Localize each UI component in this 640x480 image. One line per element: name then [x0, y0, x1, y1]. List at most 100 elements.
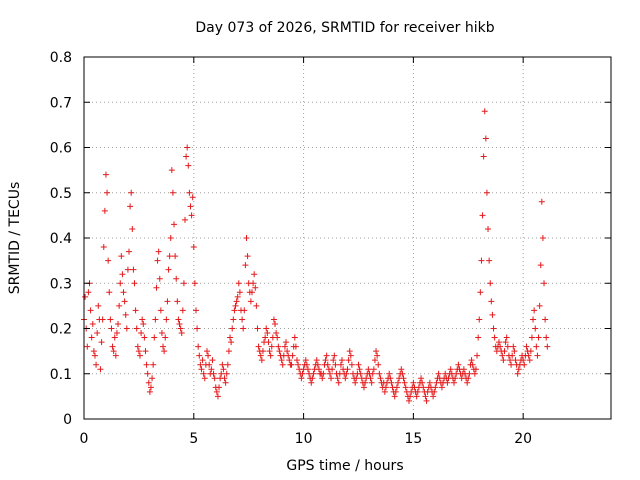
data-point [503, 334, 510, 341]
data-point [205, 352, 212, 359]
data-point [262, 334, 269, 341]
data-point [177, 325, 184, 332]
data-point [490, 325, 497, 332]
data-point [431, 388, 438, 395]
data-point [536, 302, 543, 309]
data-point [133, 325, 140, 332]
data-point [331, 352, 338, 359]
data-point [381, 388, 388, 395]
data-point [109, 343, 116, 350]
data-point [270, 316, 277, 323]
data-point [533, 343, 540, 350]
data-point [407, 393, 414, 400]
data-point [150, 361, 157, 368]
data-point [85, 289, 92, 296]
data-point [360, 384, 367, 391]
data-point [228, 339, 235, 346]
data-point [401, 379, 408, 386]
data-point [538, 198, 545, 205]
data-point [160, 343, 167, 350]
data-point [165, 266, 172, 273]
data-point [334, 375, 341, 382]
data-point [257, 352, 264, 359]
data-point [376, 370, 383, 377]
data-point [356, 366, 363, 373]
data-point [93, 361, 100, 368]
data-point [288, 361, 295, 368]
data-point [347, 352, 354, 359]
data-point [233, 298, 240, 305]
data-point [438, 384, 445, 391]
data-point [147, 384, 154, 391]
data-point [244, 253, 251, 260]
data-point [203, 348, 210, 355]
data-point [167, 235, 174, 241]
data-point [225, 348, 232, 355]
data-point [141, 334, 148, 341]
data-point [111, 334, 118, 341]
data-point [169, 189, 176, 196]
data-point [218, 370, 225, 377]
data-point [295, 361, 302, 368]
data-point [84, 343, 91, 350]
x-tick-label: 5 [189, 431, 198, 447]
data-point [129, 225, 136, 232]
data-point [121, 298, 128, 305]
data-point [345, 357, 352, 364]
data-point [534, 352, 541, 359]
data-point [231, 307, 238, 314]
data-point [135, 348, 142, 355]
data-point [227, 334, 234, 341]
data-point [268, 343, 275, 350]
data-point [435, 370, 442, 377]
data-point [185, 162, 192, 169]
data-point [413, 393, 420, 400]
data-point [189, 194, 196, 201]
data-point [145, 379, 152, 386]
data-point [122, 311, 129, 318]
data-point [97, 366, 104, 373]
data-point [374, 352, 381, 359]
data-point [232, 302, 239, 309]
data-point [465, 375, 472, 382]
data-point [134, 343, 141, 350]
data-point [510, 343, 517, 350]
data-point [310, 370, 317, 377]
data-point [128, 189, 135, 196]
data-point [521, 361, 528, 368]
data-point [108, 325, 115, 332]
data-point [124, 266, 131, 273]
data-point [240, 325, 247, 332]
data-point [259, 348, 266, 355]
data-point [265, 339, 272, 346]
data-point [419, 379, 426, 386]
data-point [278, 357, 285, 364]
data-point [423, 397, 430, 404]
data-point [94, 330, 101, 337]
x-tick-labels: 0 5 10 15 20 [80, 431, 533, 447]
data-point [157, 307, 164, 314]
data-point [206, 361, 213, 368]
data-point [112, 352, 119, 359]
data-point [105, 257, 112, 264]
data-point [230, 316, 237, 323]
axis-ticks [83, 56, 611, 420]
data-point [104, 189, 111, 196]
data-point [348, 361, 355, 368]
data-point [475, 334, 482, 341]
data-point [221, 375, 228, 382]
data-point [241, 307, 248, 314]
data-point [110, 348, 117, 355]
data-point [175, 316, 182, 323]
data-point [511, 348, 518, 355]
data-point [410, 379, 417, 386]
data-point [343, 370, 350, 377]
chart-title: Day 073 of 2026, SRMTID for receiver hik… [195, 20, 494, 36]
data-point [520, 357, 527, 364]
y-tick-labels: 0 0.1 0.2 0.3 0.4 0.5 0.6 0.7 0.8 [50, 50, 72, 428]
data-point [242, 262, 249, 269]
data-point [190, 244, 197, 251]
data-point [367, 375, 374, 382]
data-point [197, 361, 204, 368]
data-point [144, 370, 151, 377]
